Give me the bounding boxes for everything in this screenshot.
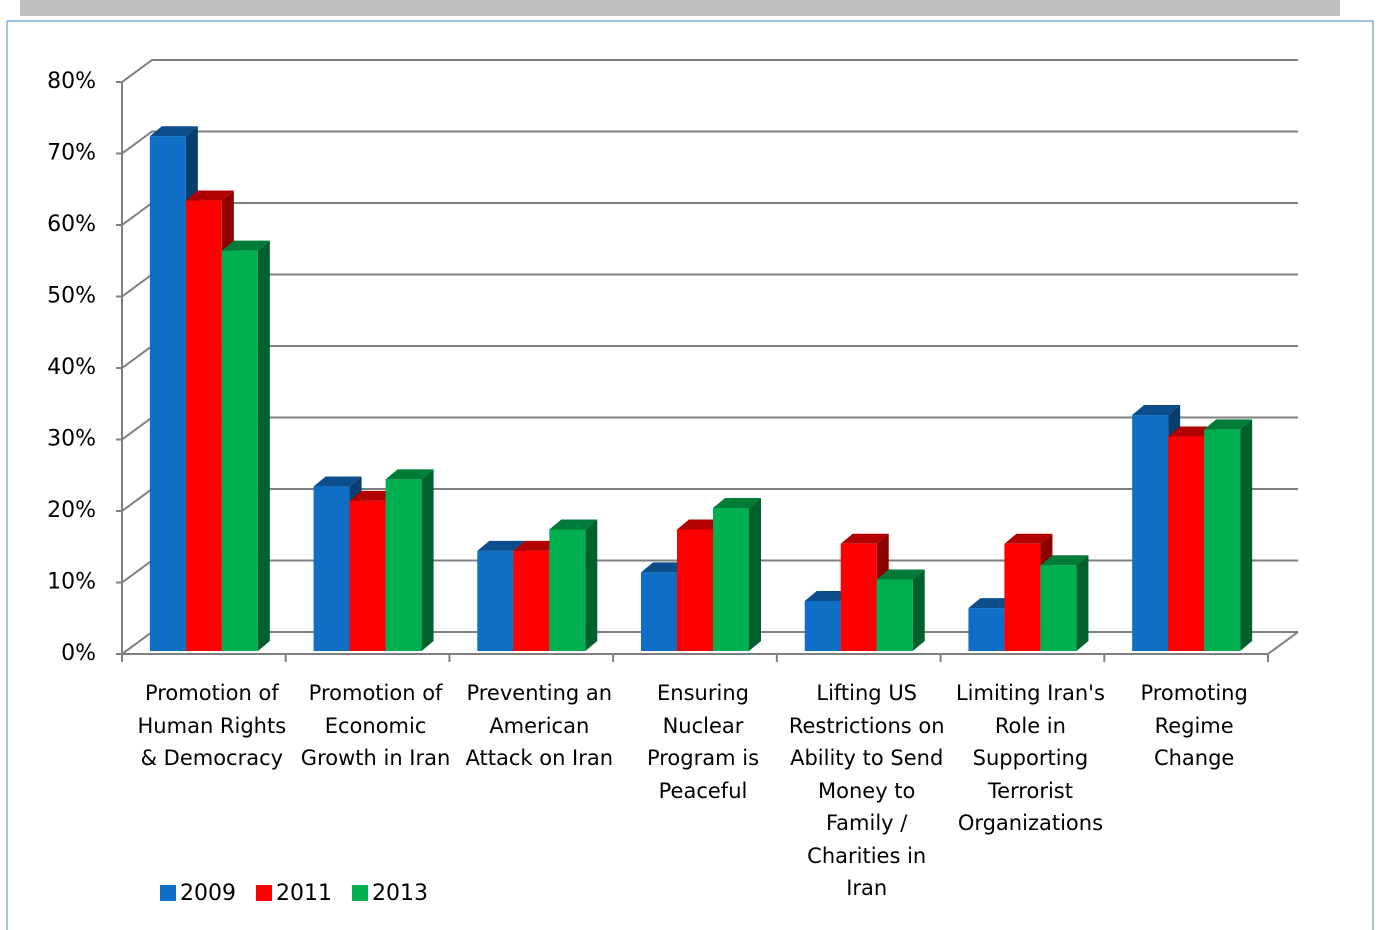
bar-top xyxy=(1132,405,1181,416)
x-tick-label: Promoting Regime Change xyxy=(1140,681,1248,770)
x-tick-label: Lifting US Restrictions on Ability to Se… xyxy=(788,681,945,900)
bar-front xyxy=(1204,429,1241,651)
grid-line xyxy=(121,345,1298,369)
bar-top xyxy=(477,540,526,551)
y-tick-label: 0% xyxy=(61,641,96,666)
bar-side xyxy=(912,569,925,651)
bar-top xyxy=(840,533,889,544)
x-tick-label: Promotion of Economic Growth in Iran xyxy=(300,681,451,770)
y-tick-label: 50% xyxy=(47,284,96,309)
grid-line xyxy=(121,416,1298,441)
x-tick-label: Limiting Iran's Role in Supporting Terro… xyxy=(955,681,1105,835)
legend-swatch xyxy=(352,885,368,901)
grid-line xyxy=(121,130,1298,155)
bar-front xyxy=(713,508,749,651)
bar-side xyxy=(257,240,270,651)
bar-front xyxy=(221,250,258,651)
bar-front xyxy=(1168,436,1205,651)
bar-top xyxy=(385,469,434,480)
bar xyxy=(221,240,270,651)
bar-front xyxy=(149,136,186,651)
bar-side xyxy=(1240,419,1253,651)
x-tick-label: Preventing an American Attack on Iran xyxy=(465,681,614,770)
bar-front xyxy=(385,479,422,651)
bar-front xyxy=(641,572,677,651)
legend-swatch xyxy=(160,885,176,901)
x-tick-label: Promotion of Human Rights & Democracy xyxy=(137,681,287,770)
legend-label: 2011 xyxy=(276,881,332,906)
bar xyxy=(1040,555,1089,651)
y-tick-label: 10% xyxy=(47,570,96,595)
bar-top xyxy=(1040,555,1089,566)
grid-line xyxy=(121,273,1298,298)
bar-top xyxy=(313,476,362,487)
bar-side xyxy=(749,498,761,651)
bar-front xyxy=(876,579,913,651)
bar-top xyxy=(713,498,761,508)
y-tick-label: 20% xyxy=(47,498,96,523)
bar-top xyxy=(185,190,234,201)
bar-front xyxy=(1132,415,1169,651)
bar-front xyxy=(840,543,877,651)
bar-side xyxy=(585,519,598,651)
bar-top xyxy=(1204,419,1253,430)
bar-top xyxy=(149,126,198,137)
bar-front xyxy=(804,600,841,651)
grid-line xyxy=(121,202,1298,226)
bar-top xyxy=(221,240,270,251)
grid-line xyxy=(121,59,1298,83)
floor-edge xyxy=(1267,631,1299,655)
legend-label: 2013 xyxy=(372,881,428,906)
bar-front xyxy=(513,550,550,651)
y-tick-label: 60% xyxy=(47,212,96,237)
bar-top xyxy=(876,569,925,580)
bar-front xyxy=(185,200,222,652)
bar xyxy=(1204,419,1253,651)
bar-front xyxy=(549,529,586,651)
legend-swatch xyxy=(256,885,272,901)
y-tick-label: 40% xyxy=(47,355,96,380)
bar-front xyxy=(677,529,713,651)
bar-front xyxy=(1040,565,1077,651)
bar-front xyxy=(968,608,1005,651)
bar-top xyxy=(1004,533,1053,544)
y-tick-label: 70% xyxy=(47,141,96,166)
bar-front xyxy=(349,500,386,651)
top-bar xyxy=(20,0,1340,16)
legend-label: 2009 xyxy=(180,881,236,906)
x-tick-label: Ensuring Nuclear Program is Peaceful xyxy=(646,681,760,803)
bar xyxy=(876,569,925,651)
bar-side xyxy=(1076,555,1089,651)
bar-front xyxy=(313,486,350,651)
y-tick-label: 80% xyxy=(47,69,96,94)
bar xyxy=(385,469,434,651)
grid-line xyxy=(121,488,1298,512)
bar xyxy=(549,519,598,651)
bar-side xyxy=(421,469,434,651)
bar xyxy=(713,498,761,651)
y-tick-label: 30% xyxy=(47,427,96,452)
bar-front xyxy=(477,550,514,651)
bar-top xyxy=(549,519,598,530)
bar-front xyxy=(1004,543,1041,651)
